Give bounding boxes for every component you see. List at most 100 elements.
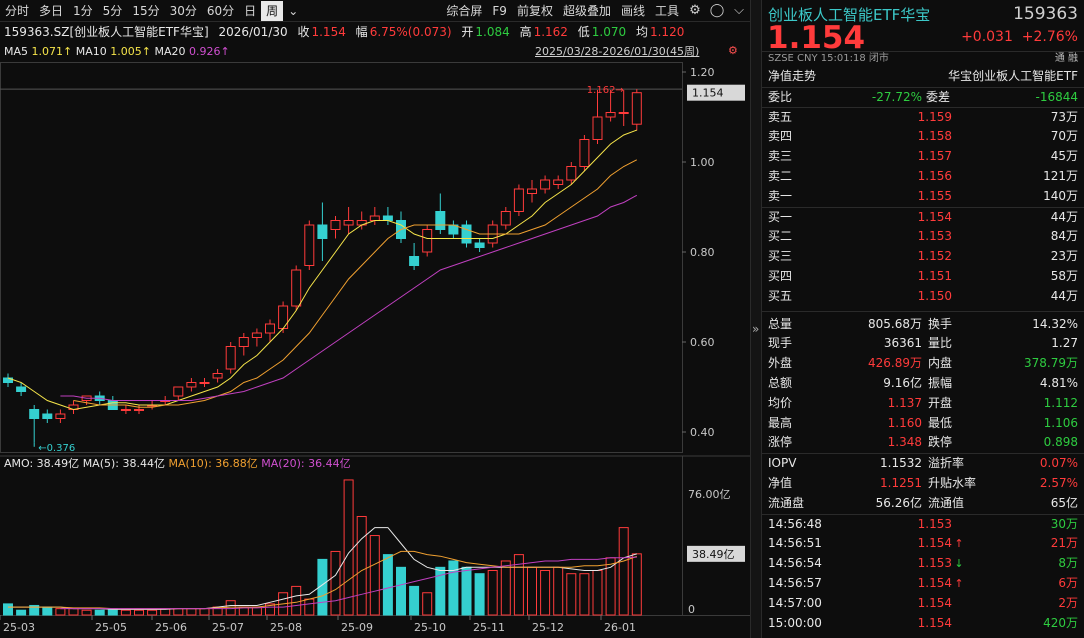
- stat-label: 涨停: [768, 435, 793, 450]
- candle-body: [212, 373, 223, 379]
- period-tab-6[interactable]: 60分: [206, 3, 235, 18]
- date-range[interactable]: 2025/03/28-2026/01/30(45周): [535, 45, 700, 58]
- tick-list: 14:56:48 1.153 30万 14:56:51 1.154 ↑ 21万 14:56:5…: [762, 513, 1084, 634]
- bid-level-4[interactable]: 买四 1.151 58万: [762, 267, 1084, 287]
- candle[interactable]: [265, 319, 275, 343]
- tool-button-5[interactable]: 工具: [654, 3, 679, 18]
- volume-bar: [225, 600, 236, 616]
- tick-volume: 8万: [1058, 556, 1078, 571]
- candle[interactable]: [382, 207, 393, 225]
- candle[interactable]: [527, 180, 537, 203]
- candle[interactable]: [566, 162, 577, 185]
- candle[interactable]: [29, 405, 40, 443]
- candle[interactable]: [317, 202, 328, 262]
- period-tab-3[interactable]: 5分: [102, 3, 123, 18]
- security-title: 159363.SZ[创业板人工智能ETF华宝]: [4, 25, 209, 39]
- stat-label: 外盘: [768, 356, 793, 371]
- candle[interactable]: [500, 207, 511, 230]
- candle[interactable]: [435, 193, 446, 235]
- ma10-line: [73, 159, 638, 408]
- ask-label: 卖三: [768, 149, 793, 164]
- candle[interactable]: [304, 220, 315, 271]
- stat-label: 量比: [928, 336, 953, 351]
- candle[interactable]: [120, 405, 131, 414]
- range-settings-icon[interactable]: ⚙: [728, 44, 738, 57]
- candle[interactable]: [173, 386, 184, 401]
- candle[interactable]: [540, 175, 551, 194]
- tool-button-0[interactable]: 综合屏: [446, 3, 483, 18]
- candle[interactable]: [330, 216, 341, 239]
- candle[interactable]: [618, 90, 629, 126]
- candle[interactable]: [212, 369, 223, 383]
- stat-value: 1.160: [887, 415, 922, 430]
- candle[interactable]: [238, 333, 249, 356]
- candle[interactable]: [199, 378, 210, 387]
- period-tab-5[interactable]: 30分: [169, 3, 197, 18]
- collapse-arrow-icon[interactable]: »: [752, 322, 760, 336]
- candle-body: [461, 224, 472, 244]
- candle[interactable]: [448, 220, 459, 239]
- high-value: 1.162: [533, 25, 568, 39]
- bid-level-3[interactable]: 买三 1.152 23万: [762, 247, 1084, 267]
- candle[interactable]: [461, 220, 472, 248]
- period-tab-2[interactable]: 1分: [73, 3, 93, 18]
- candle[interactable]: [369, 207, 380, 225]
- volume-bar: [134, 609, 144, 616]
- settings-icon[interactable]: ⚙: [689, 3, 701, 18]
- price-tick-label: 1.20: [690, 66, 715, 79]
- candle[interactable]: [134, 405, 144, 414]
- candle[interactable]: [513, 184, 524, 217]
- tick-time: 15:00:00: [768, 615, 822, 630]
- candle[interactable]: [251, 328, 262, 347]
- candle[interactable]: [631, 89, 642, 131]
- candle[interactable]: [409, 243, 420, 270]
- dropdown-icon[interactable]: ⌵: [734, 3, 744, 18]
- bid-level-1[interactable]: 买一 1.154 44万: [762, 208, 1084, 228]
- period-tab-7[interactable]: 日: [244, 3, 257, 18]
- ask-level-5[interactable]: 卖一 1.155 140万: [762, 187, 1084, 207]
- candle[interactable]: [186, 378, 197, 392]
- candle-body: [173, 386, 184, 397]
- candle[interactable]: [291, 265, 302, 311]
- stat-value: 14.32%: [1032, 316, 1078, 331]
- candle[interactable]: [474, 238, 485, 253]
- candle[interactable]: [553, 175, 564, 190]
- candle[interactable]: [422, 225, 433, 257]
- candle[interactable]: [55, 409, 66, 424]
- ask-level-3[interactable]: 卖三 1.157 45万: [762, 147, 1084, 167]
- ask-level-2[interactable]: 卖四 1.158 70万: [762, 127, 1084, 147]
- candle-body: [382, 215, 393, 221]
- wei-bi-label: 委比: [768, 89, 793, 104]
- candle[interactable]: [592, 90, 603, 144]
- nav-trend-row[interactable]: 净值走势 华宝创业板人工智能ETF: [762, 67, 1084, 87]
- candle[interactable]: [16, 382, 27, 397]
- candle[interactable]: [343, 207, 354, 234]
- candle[interactable]: [42, 409, 53, 424]
- tool-button-2[interactable]: 前复权: [516, 3, 553, 18]
- panel-divider[interactable]: [750, 0, 762, 638]
- up-arrow-icon: ↑: [954, 537, 964, 551]
- vol-ma5-value: MA(5): 38.44亿: [82, 457, 165, 470]
- tool-button-3[interactable]: 超级叠加: [562, 3, 611, 18]
- bid-level-2[interactable]: 买二 1.153 84万: [762, 227, 1084, 247]
- candle[interactable]: [68, 400, 79, 415]
- tool-button-1[interactable]: F9: [492, 3, 507, 18]
- candle[interactable]: [579, 135, 590, 171]
- order-ratio-row: 委比 -27.72% 委差 -16844: [762, 86, 1084, 107]
- period-tab-8[interactable]: 周: [261, 0, 284, 21]
- volume-bar: [173, 608, 184, 616]
- bid-level-5[interactable]: 买五 1.150 44万: [762, 287, 1084, 307]
- period-tab-1[interactable]: 多日: [39, 3, 64, 18]
- period-more-dropdown-icon[interactable]: ⌄: [288, 3, 299, 18]
- kline-chart[interactable]: 1.20 1.00 0.80 0.60 0.40 1.154 1.162→ ←0.376 76.…: [0, 62, 750, 638]
- bid-volume: 44万: [1050, 209, 1078, 224]
- candle[interactable]: [3, 373, 13, 388]
- period-tab-4[interactable]: 15分: [132, 3, 160, 18]
- period-tab-0[interactable]: 分时: [5, 3, 30, 18]
- candle[interactable]: [605, 90, 616, 122]
- candle[interactable]: [225, 342, 236, 374]
- ask-level-1[interactable]: 卖五 1.159 73万: [762, 108, 1084, 128]
- tool-button-4[interactable]: 画线: [620, 3, 645, 18]
- circle-icon[interactable]: ◯: [709, 3, 725, 18]
- ask-level-4[interactable]: 卖二 1.156 121万: [762, 167, 1084, 187]
